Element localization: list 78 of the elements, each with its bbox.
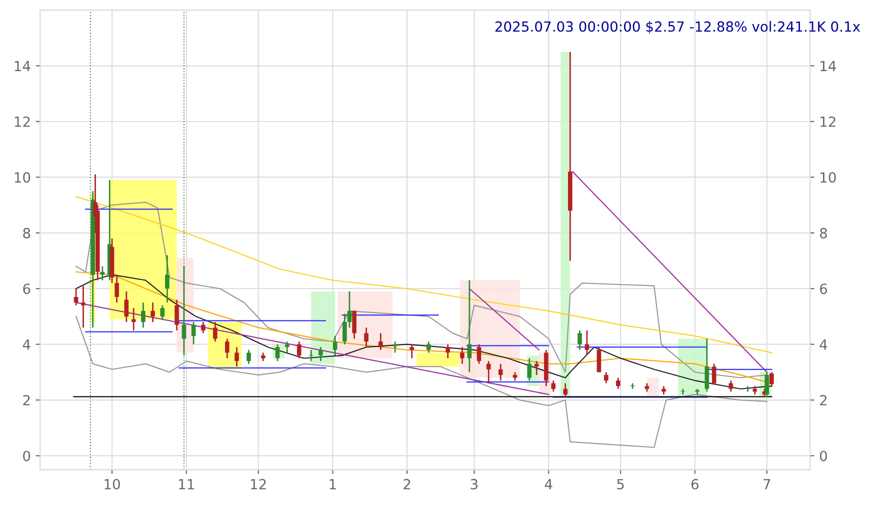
candlestick <box>352 310 356 340</box>
line-series <box>75 196 772 354</box>
line-series <box>75 316 768 448</box>
y2-tick-label: 12 <box>820 116 836 127</box>
candlestick <box>74 288 78 306</box>
candlestick <box>578 330 582 351</box>
candlestick <box>563 382 568 398</box>
candlestick <box>467 280 472 373</box>
candlestick <box>746 385 750 392</box>
y2-tick-label: 0 <box>820 450 827 462</box>
candlestick <box>182 266 186 356</box>
candlestick <box>150 302 155 323</box>
candlestick <box>141 302 146 328</box>
candlestick <box>284 340 290 354</box>
candlestick <box>704 338 710 392</box>
candlestick <box>712 363 716 384</box>
candlestick <box>213 321 218 342</box>
y-tick-label: 14 <box>14 60 30 72</box>
candlestick <box>378 332 383 351</box>
candlestick <box>275 344 280 362</box>
candlestick <box>596 346 602 373</box>
candlestick <box>124 290 129 323</box>
candlestick <box>364 326 368 348</box>
candlestick <box>342 312 347 346</box>
x-tick-label: 1 <box>330 479 336 490</box>
y-tick-label: 10 <box>14 172 30 183</box>
candlestick <box>191 321 196 346</box>
x-tick-label: 6 <box>691 478 698 490</box>
y-tick-label: 2 <box>23 394 30 406</box>
candlestick <box>728 380 734 392</box>
candlestick <box>234 346 239 368</box>
candlestick <box>225 338 230 359</box>
y-tick-label: 12 <box>14 116 30 127</box>
candlestick <box>347 290 352 328</box>
candlestick <box>131 307 136 332</box>
candlestick <box>114 274 119 304</box>
candlestick <box>551 380 556 392</box>
candlestick <box>604 371 608 384</box>
text: 2025.07.03 00:00:00 $2.57 -12.88% vol:241.1K 0.1x <box>495 21 860 34</box>
candlestick <box>410 344 414 359</box>
y2-tick-label: 10 <box>820 172 836 183</box>
candlestick <box>332 335 338 356</box>
x-tick-label: 5 <box>617 479 624 490</box>
candlestick <box>165 254 170 304</box>
y2-tick-label: 4 <box>820 339 828 350</box>
y2-tick-label: 6 <box>820 284 828 294</box>
candlestick <box>498 363 503 382</box>
candlestick <box>616 377 620 390</box>
y2-tick-label: 8 <box>820 228 827 238</box>
candlestick <box>476 344 482 365</box>
x-tick-label: 2 <box>404 478 410 490</box>
candlestick <box>486 360 491 384</box>
candlestick <box>246 349 251 365</box>
candlestick <box>446 344 450 359</box>
candlestick <box>174 299 179 332</box>
y-tick-label: 6 <box>23 284 30 294</box>
candlestick <box>584 330 590 356</box>
candlestick <box>160 304 165 320</box>
y2-tick-label: 2 <box>820 394 827 406</box>
candlestick <box>81 285 86 328</box>
candlestick <box>426 340 431 354</box>
candlestick <box>318 346 323 362</box>
x-tick-label: 3 <box>470 478 478 490</box>
x-tick-label: 11 <box>179 479 194 490</box>
y-tick-label: 0 <box>23 450 30 462</box>
y2-tick-label: 14 <box>820 60 836 72</box>
x-tick-label: 10 <box>104 478 120 490</box>
y-tick-label: 4 <box>22 339 30 350</box>
x-tick-label: 4 <box>544 479 552 490</box>
candlestick <box>680 388 686 396</box>
candlestick <box>296 340 302 359</box>
x-tick-label: 12 <box>251 478 266 490</box>
candlestick <box>769 371 774 387</box>
y-tick-label: 8 <box>23 228 30 238</box>
candlestick <box>201 321 206 334</box>
candlestick <box>308 349 314 362</box>
x-tick-label: 7 <box>764 479 770 490</box>
candlestick <box>460 346 464 365</box>
